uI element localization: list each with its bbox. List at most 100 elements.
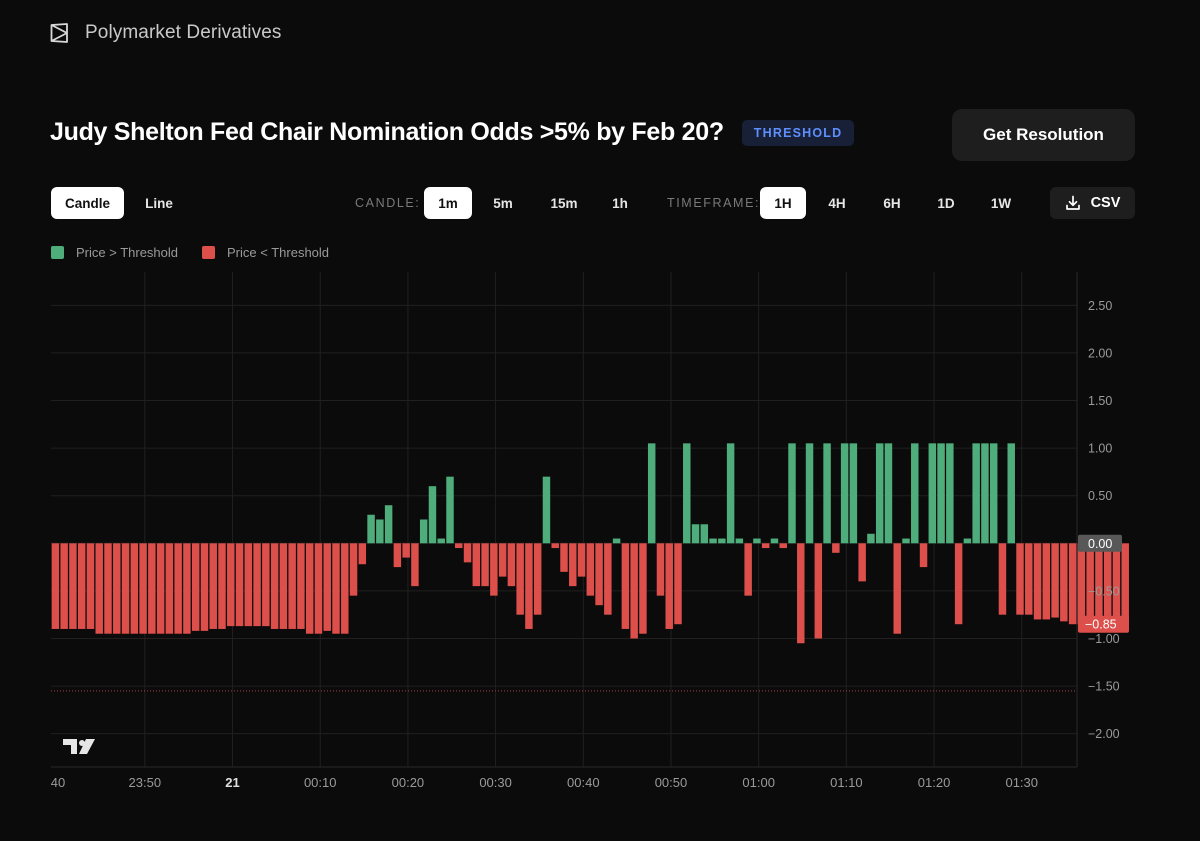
bar-below-threshold bbox=[341, 543, 349, 634]
bar-below-threshold bbox=[797, 543, 805, 644]
bar-below-threshold bbox=[998, 543, 1007, 615]
bar-below-threshold bbox=[288, 543, 296, 629]
bar-below-threshold bbox=[507, 543, 516, 587]
timeframe-1d-button[interactable]: 1D bbox=[923, 187, 969, 219]
bar-below-threshold bbox=[279, 543, 288, 629]
bar-below-threshold bbox=[1060, 543, 1068, 622]
brand[interactable]: Polymarket Derivatives bbox=[50, 22, 281, 44]
bar-below-threshold bbox=[130, 543, 139, 634]
candle-15m-button[interactable]: 15m bbox=[538, 187, 590, 219]
bar-below-threshold bbox=[1121, 543, 1129, 625]
bar-above-threshold bbox=[937, 443, 945, 544]
timeframe-4h-button[interactable]: 4H bbox=[814, 187, 860, 219]
bar-above-threshold bbox=[612, 538, 621, 544]
legend-label-below: Price < Threshold bbox=[227, 245, 330, 260]
bar-below-threshold bbox=[744, 543, 752, 596]
bar-below-threshold bbox=[1095, 543, 1103, 629]
bar-below-threshold bbox=[498, 543, 507, 577]
bar-below-threshold bbox=[156, 543, 165, 634]
legend-swatch-above bbox=[51, 246, 64, 259]
bar-below-threshold bbox=[411, 543, 419, 587]
y-tick-label: −2.00 bbox=[1088, 727, 1120, 741]
bar-above-threshold bbox=[683, 443, 691, 544]
bar-below-threshold bbox=[86, 543, 95, 629]
bar-below-threshold bbox=[1033, 543, 1042, 620]
bar-below-threshold bbox=[113, 543, 121, 634]
bar-above-threshold bbox=[823, 443, 831, 544]
bar-above-threshold bbox=[875, 443, 884, 544]
bar-below-threshold bbox=[183, 543, 191, 634]
get-resolution-button[interactable]: Get Resolution bbox=[952, 109, 1135, 161]
timeframe-1h-button[interactable]: 1H bbox=[760, 187, 806, 219]
x-tick-label: 00:30 bbox=[479, 775, 512, 790]
brand-name: Polymarket Derivatives bbox=[85, 22, 282, 43]
bar-below-threshold bbox=[604, 543, 612, 615]
bar-below-threshold bbox=[148, 543, 156, 634]
bar-below-threshold bbox=[165, 543, 174, 634]
bar-below-threshold bbox=[674, 543, 682, 625]
x-tick-label: 40 bbox=[51, 775, 65, 790]
bar-below-threshold bbox=[630, 543, 638, 639]
bar-below-threshold bbox=[621, 543, 630, 629]
y-tick-label: 2.00 bbox=[1088, 346, 1112, 360]
bar-above-threshold bbox=[647, 443, 656, 544]
legend-item-above: Price > Threshold bbox=[51, 245, 178, 260]
bar-above-threshold bbox=[718, 538, 726, 544]
candle-1m-button[interactable]: 1m bbox=[424, 187, 472, 219]
bar-above-threshold bbox=[911, 443, 919, 544]
candle-label: CANDLE: bbox=[355, 196, 421, 210]
bar-above-threshold bbox=[928, 443, 937, 544]
bar-below-threshold bbox=[1077, 543, 1086, 625]
bar-below-threshold bbox=[560, 543, 568, 572]
bar-below-threshold bbox=[51, 543, 60, 629]
bar-below-threshold bbox=[95, 543, 103, 634]
candle-5m-button[interactable]: 5m bbox=[481, 187, 525, 219]
bar-above-threshold bbox=[1007, 443, 1015, 544]
timeframe-1w-button[interactable]: 1W bbox=[978, 187, 1024, 219]
bar-above-threshold bbox=[709, 538, 717, 544]
bar-below-threshold bbox=[472, 543, 481, 587]
csv-label: CSV bbox=[1090, 195, 1121, 211]
bar-below-threshold bbox=[954, 543, 963, 625]
threshold-badge: THRESHOLD bbox=[741, 119, 855, 146]
y-tick-label: 1.50 bbox=[1088, 394, 1112, 408]
timeframe-6h-button[interactable]: 6H bbox=[869, 187, 915, 219]
chart-type-line-button[interactable]: Line bbox=[131, 187, 187, 219]
bar-below-threshold bbox=[402, 543, 410, 558]
bar-below-threshold bbox=[60, 543, 68, 629]
bar-above-threshold bbox=[805, 443, 814, 544]
bar-below-threshold bbox=[577, 543, 586, 577]
bar-above-threshold bbox=[753, 538, 761, 544]
last-value-tag: −0.85 bbox=[1085, 618, 1117, 632]
title-row: Judy Shelton Fed Chair Nomination Odds >… bbox=[50, 118, 855, 147]
bar-below-threshold bbox=[569, 543, 577, 587]
tradingview-logo[interactable] bbox=[63, 739, 95, 754]
bar-below-threshold bbox=[893, 543, 901, 634]
bar-above-threshold bbox=[437, 538, 445, 544]
legend-label-above: Price > Threshold bbox=[76, 245, 179, 260]
bar-below-threshold bbox=[1051, 543, 1059, 618]
bar-above-threshold bbox=[735, 538, 744, 544]
bar-below-threshold bbox=[393, 543, 402, 568]
bar-below-threshold bbox=[533, 543, 542, 615]
bar-below-threshold bbox=[121, 543, 130, 634]
bar-below-threshold bbox=[779, 543, 787, 549]
bar-below-threshold bbox=[314, 543, 323, 634]
bar-above-threshold bbox=[981, 443, 989, 544]
x-tick-label: 00:40 bbox=[567, 775, 600, 790]
chart-legend: Price > Threshold Price < Threshold bbox=[51, 245, 329, 260]
bar-below-threshold bbox=[262, 543, 270, 627]
candle-1h-button[interactable]: 1h bbox=[600, 187, 640, 219]
bar-below-threshold bbox=[191, 543, 200, 631]
bar-below-threshold bbox=[104, 543, 112, 634]
bar-below-threshold bbox=[244, 543, 253, 627]
bar-below-threshold bbox=[227, 543, 235, 627]
csv-download-button[interactable]: CSV bbox=[1050, 187, 1135, 219]
bar-below-threshold bbox=[919, 543, 928, 568]
bar-above-threshold bbox=[384, 505, 393, 544]
chart-type-candle-button[interactable]: Candle bbox=[51, 187, 124, 219]
bar-above-threshold bbox=[376, 519, 384, 544]
legend-swatch-below bbox=[202, 246, 216, 259]
bar-above-threshold bbox=[788, 443, 796, 544]
